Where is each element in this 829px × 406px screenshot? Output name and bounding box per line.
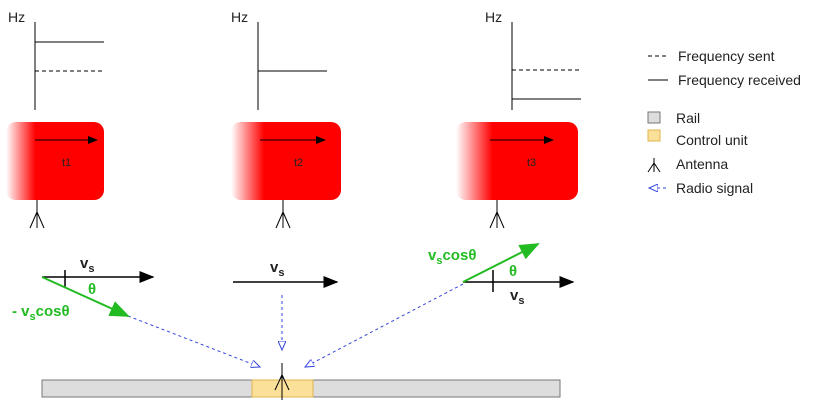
train (231, 122, 341, 200)
diagram: Hz Hz Hz t1 t2 t3 Frequency sent Frequen… (0, 0, 829, 401)
panels (35, 22, 581, 110)
legend-label: Rail (676, 110, 700, 126)
legend-label: Frequency received (678, 72, 801, 88)
legend-label: Frequency sent (678, 48, 775, 64)
component-label: - vscosθ (12, 303, 70, 323)
legend-label: Radio signal (676, 180, 753, 196)
speed-label: vs (80, 255, 94, 275)
train (456, 122, 578, 200)
vectors (42, 244, 573, 316)
component-label: vscosθ (428, 247, 476, 267)
angle-label: θ (88, 281, 96, 298)
legend-label: Antenna (676, 156, 728, 172)
antennas (30, 200, 504, 400)
axis-label: Hz (8, 9, 25, 25)
axis-label: Hz (485, 9, 502, 25)
radio-signals (128, 284, 463, 367)
legend: Frequency sent Frequency received Rail C… (648, 48, 801, 196)
legend-label: Control unit (676, 132, 748, 148)
speed-label: vs (270, 259, 284, 279)
axis-label: Hz (231, 9, 248, 25)
train-label: t1 (62, 157, 71, 169)
train-label: t2 (294, 157, 303, 169)
speed-label: vs (510, 287, 524, 307)
angle-label: θ (509, 263, 517, 280)
train-label: t3 (527, 157, 536, 169)
train (6, 122, 104, 200)
